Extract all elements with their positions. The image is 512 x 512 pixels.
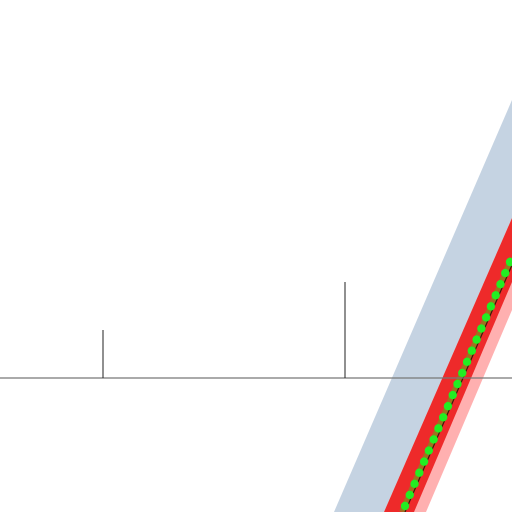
wide-band <box>334 100 512 512</box>
dot <box>438 413 448 422</box>
dot <box>458 368 467 378</box>
dot <box>501 268 510 278</box>
dot <box>410 479 419 489</box>
dot <box>434 424 443 433</box>
dot <box>419 457 429 466</box>
inner-band <box>384 218 512 512</box>
dot <box>453 379 462 389</box>
dot <box>424 446 434 455</box>
dot <box>505 257 512 267</box>
dot <box>415 468 424 477</box>
dot <box>491 291 500 300</box>
dot <box>448 390 457 400</box>
dot <box>462 357 472 367</box>
dot <box>486 302 496 311</box>
dot <box>405 490 414 500</box>
dot <box>429 435 438 444</box>
dot <box>400 501 410 511</box>
dot <box>472 335 481 344</box>
dot <box>477 324 486 333</box>
dot-row <box>400 257 512 511</box>
dot <box>481 313 491 322</box>
dot <box>467 346 477 355</box>
dot <box>496 279 505 289</box>
dot <box>443 401 453 411</box>
